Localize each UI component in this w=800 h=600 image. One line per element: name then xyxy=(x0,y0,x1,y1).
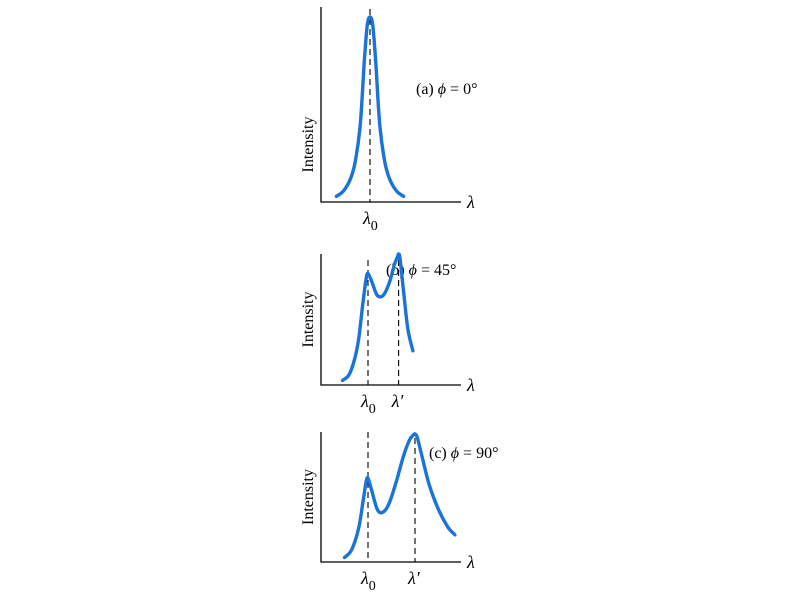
panel-annotation: (a) ϕ = 0° xyxy=(416,81,477,98)
tick-label-1: λ0 xyxy=(362,208,378,234)
tick-subscript: 0 xyxy=(371,219,378,234)
tick-symbol: λ xyxy=(391,391,400,411)
tick-subscript: 0 xyxy=(369,579,376,594)
tick-label-1: λ0 xyxy=(360,568,376,594)
intensity-curve-1 xyxy=(342,432,457,560)
panel-annotation: (b) ϕ = 45° xyxy=(386,262,456,279)
intensity-curve-1 xyxy=(340,252,415,383)
tick-label-2: λ′ xyxy=(391,391,405,411)
angle-symbol: ϕ xyxy=(438,81,446,98)
tick-label-2: λ′ xyxy=(407,568,421,588)
angle-value: = 0° xyxy=(446,81,477,98)
angle-symbol: ϕ xyxy=(451,445,459,462)
tick-prime: ′ xyxy=(416,568,421,588)
tick-symbol: λ xyxy=(407,568,416,588)
tick-symbol: λ xyxy=(362,208,371,228)
angle-value: = 45° xyxy=(417,262,456,279)
tick-symbol: λ xyxy=(360,568,369,588)
axes xyxy=(320,7,461,203)
angle-value: = 90° xyxy=(459,445,498,462)
panel-letter: (b) xyxy=(386,262,409,279)
tick-prime: ′ xyxy=(399,391,404,411)
angle-symbol: ϕ xyxy=(409,262,417,279)
y-axis-label: Intensity xyxy=(300,469,317,525)
panel-letter: (a) xyxy=(416,81,438,98)
panel-annotation: (c) ϕ = 90° xyxy=(429,445,498,462)
x-axis-label: λ xyxy=(466,552,475,572)
tick-subscript: 0 xyxy=(369,402,376,417)
x-axis-label: λ xyxy=(466,375,475,395)
tick-symbol: λ xyxy=(360,391,369,411)
y-axis-label: Intensity xyxy=(300,117,317,173)
panel-letter: (c) xyxy=(429,445,451,462)
x-axis-label: λ xyxy=(466,192,475,212)
tick-label-1: λ0 xyxy=(360,391,376,417)
axes xyxy=(320,254,461,386)
intensity-curve-1 xyxy=(334,15,406,198)
y-axis-label: Intensity xyxy=(300,292,317,348)
axes xyxy=(320,432,461,563)
